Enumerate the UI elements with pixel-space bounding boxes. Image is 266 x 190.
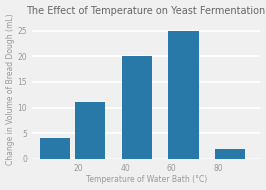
Bar [75,102,105,159]
Y-axis label: Change in Volume of Bread Dough (mL): Change in Volume of Bread Dough (mL) [6,14,15,165]
X-axis label: Temperature of Water Bath (°C): Temperature of Water Bath (°C) [85,175,207,184]
Title: The Effect of Temperature on Yeast Fermentation: The Effect of Temperature on Yeast Ferme… [27,6,266,16]
Bar [215,149,245,159]
Bar [122,56,152,159]
Bar [168,31,199,159]
Bar [40,138,70,159]
